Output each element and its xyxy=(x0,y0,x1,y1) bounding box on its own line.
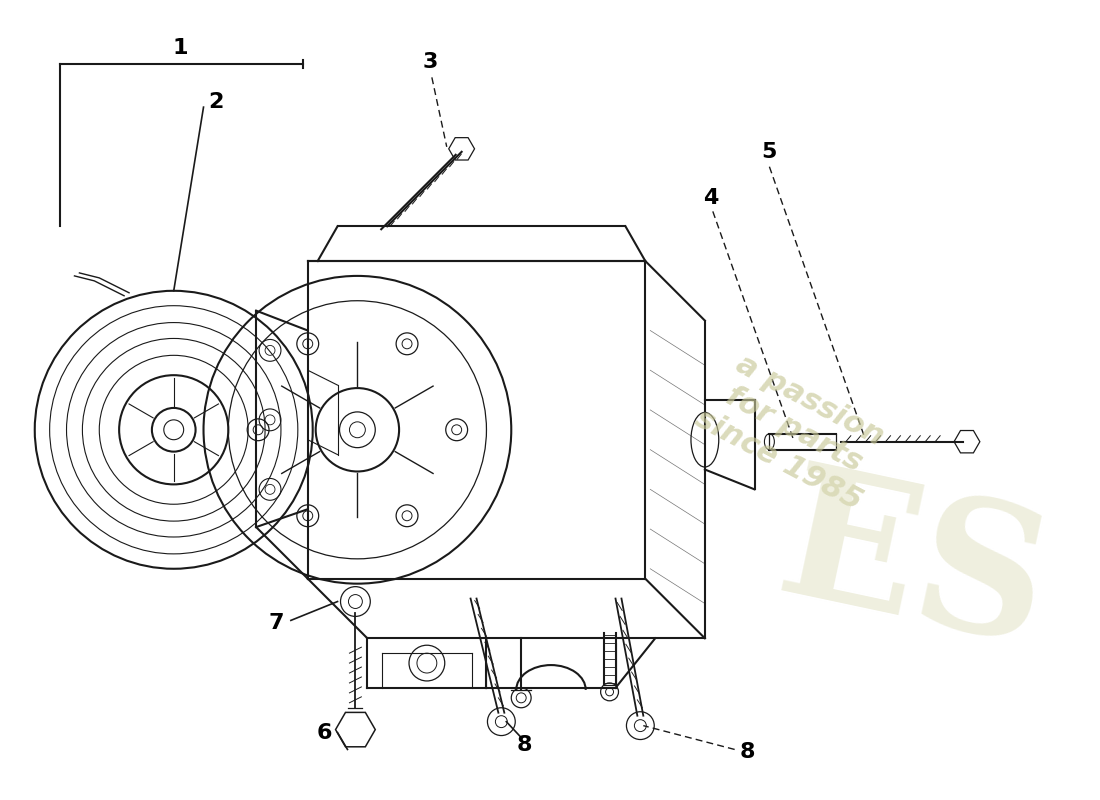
Text: 4: 4 xyxy=(703,189,718,209)
Text: ES: ES xyxy=(764,455,1063,682)
Text: 7: 7 xyxy=(268,614,284,634)
Text: 3: 3 xyxy=(422,53,438,73)
Text: 8: 8 xyxy=(740,742,756,762)
Text: 8: 8 xyxy=(516,735,532,755)
Text: 1: 1 xyxy=(173,38,188,58)
Text: 2: 2 xyxy=(209,92,224,112)
Text: a passion
for parts
since 1985: a passion for parts since 1985 xyxy=(690,344,899,516)
Text: 6: 6 xyxy=(317,722,332,742)
Text: 5: 5 xyxy=(761,142,777,162)
